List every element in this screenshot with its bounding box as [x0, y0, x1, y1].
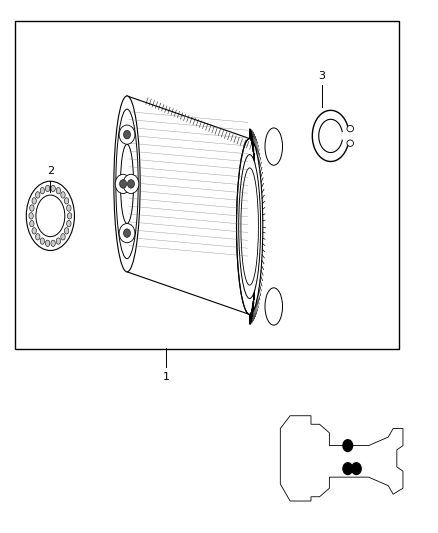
Bar — [15, 21, 399, 349]
Ellipse shape — [239, 155, 261, 298]
Ellipse shape — [114, 96, 140, 272]
Circle shape — [115, 174, 131, 193]
Circle shape — [343, 440, 353, 451]
Ellipse shape — [51, 240, 55, 246]
Ellipse shape — [30, 205, 34, 211]
Ellipse shape — [56, 238, 60, 244]
Circle shape — [119, 223, 135, 243]
Ellipse shape — [265, 288, 283, 325]
Ellipse shape — [36, 195, 65, 237]
Circle shape — [352, 463, 361, 474]
Circle shape — [343, 463, 353, 474]
Ellipse shape — [116, 109, 138, 259]
Circle shape — [123, 174, 139, 193]
Ellipse shape — [40, 238, 45, 244]
Ellipse shape — [64, 198, 69, 204]
Ellipse shape — [32, 198, 36, 204]
Ellipse shape — [347, 140, 353, 147]
Ellipse shape — [30, 221, 34, 227]
Ellipse shape — [265, 128, 283, 165]
Circle shape — [120, 180, 127, 188]
Circle shape — [124, 131, 131, 139]
Ellipse shape — [61, 192, 65, 198]
Polygon shape — [319, 119, 343, 152]
Ellipse shape — [67, 213, 72, 219]
Ellipse shape — [46, 185, 50, 192]
Text: 1: 1 — [163, 372, 170, 382]
Ellipse shape — [241, 168, 258, 285]
Ellipse shape — [35, 233, 40, 240]
Ellipse shape — [347, 125, 353, 132]
Ellipse shape — [29, 213, 33, 219]
Ellipse shape — [237, 139, 263, 314]
Circle shape — [119, 125, 135, 144]
Ellipse shape — [56, 188, 60, 194]
Text: 3: 3 — [318, 71, 325, 81]
Ellipse shape — [46, 240, 50, 246]
Ellipse shape — [67, 205, 71, 211]
Text: 2: 2 — [47, 166, 54, 176]
Ellipse shape — [120, 144, 134, 223]
Circle shape — [124, 229, 131, 237]
Ellipse shape — [32, 228, 36, 234]
Ellipse shape — [35, 192, 40, 198]
Ellipse shape — [64, 228, 69, 234]
Ellipse shape — [61, 233, 65, 240]
Circle shape — [127, 180, 134, 188]
Ellipse shape — [40, 188, 45, 194]
Ellipse shape — [51, 185, 55, 192]
Ellipse shape — [67, 221, 71, 227]
